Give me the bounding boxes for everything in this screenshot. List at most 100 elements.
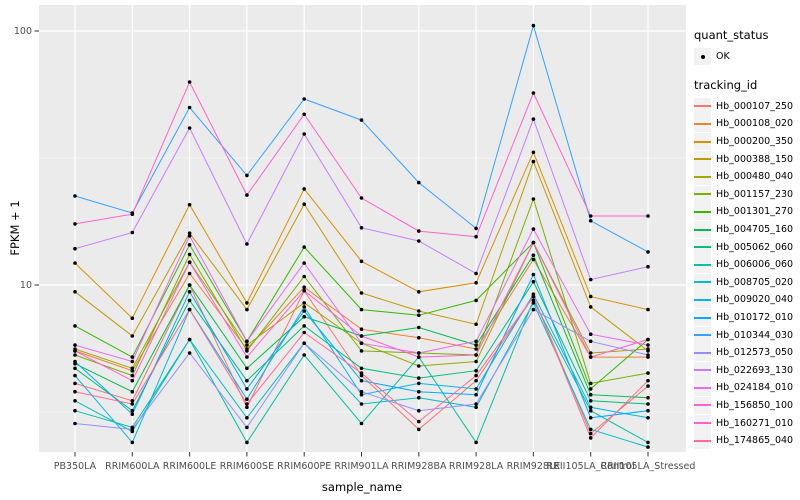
data-point <box>245 343 249 347</box>
data-point <box>302 245 307 249</box>
y-tick-label: 10 <box>20 280 32 291</box>
legend-item: Hb_010172_010 <box>694 309 800 327</box>
data-point <box>531 279 536 284</box>
data-point <box>302 132 307 136</box>
data-point <box>474 271 478 276</box>
data-point <box>588 387 593 391</box>
data-point <box>302 112 307 117</box>
data-point <box>359 341 364 346</box>
data-point <box>474 368 478 373</box>
data-point <box>73 353 77 357</box>
data-point <box>359 291 364 295</box>
data-point <box>646 343 650 347</box>
legend-item: Hb_004705_160 <box>694 221 800 239</box>
data-point <box>646 395 650 400</box>
legend-item-label: Hb_001301_270 <box>716 206 794 218</box>
legend-key-line-icon <box>694 273 711 291</box>
data-point <box>130 334 135 338</box>
data-point <box>588 392 593 397</box>
data-point <box>417 335 421 340</box>
data-point <box>130 378 135 383</box>
legend-key-line-icon <box>694 133 711 151</box>
data-point <box>531 307 536 312</box>
data-point <box>187 307 192 312</box>
legend-item: Hb_024184_010 <box>694 379 800 397</box>
data-point <box>474 353 478 357</box>
data-point <box>302 261 307 265</box>
y-tick-label: 100 <box>14 26 32 37</box>
data-point <box>302 309 307 313</box>
data-point <box>187 105 192 110</box>
x-axis-title: sample_name <box>321 480 403 494</box>
data-point <box>474 281 478 285</box>
data-point <box>646 353 650 357</box>
legend-key-line-icon <box>694 150 711 168</box>
legend-item-label: Hb_012573_050 <box>716 347 794 359</box>
data-point <box>417 408 421 413</box>
data-point <box>417 427 421 432</box>
data-point <box>187 290 192 294</box>
data-point <box>588 219 593 223</box>
legend-item-label: Hb_006006_060 <box>716 259 794 271</box>
data-point <box>187 337 192 342</box>
data-point <box>130 366 135 371</box>
data-point <box>130 230 135 235</box>
legend-item: Hb_000108_020 <box>694 115 800 133</box>
data-point <box>474 359 478 364</box>
data-point <box>531 227 536 231</box>
data-point <box>359 392 364 397</box>
legend-key-line-icon <box>694 414 711 432</box>
data-point <box>474 339 478 344</box>
data-point <box>531 117 536 121</box>
data-point <box>73 399 77 403</box>
legend-key-line-icon <box>694 221 711 239</box>
data-point <box>531 301 536 305</box>
data-point <box>531 91 536 95</box>
data-point <box>73 290 77 294</box>
data-point <box>359 378 364 383</box>
data-point <box>646 378 650 383</box>
legend-key-line-icon <box>694 326 711 344</box>
data-point <box>474 226 478 231</box>
x-tick-label: RRIM928BA <box>391 461 447 472</box>
data-point <box>130 373 135 378</box>
data-point <box>474 234 478 239</box>
data-point <box>73 324 77 328</box>
data-point <box>359 421 364 426</box>
data-point <box>187 80 192 84</box>
data-point <box>588 436 593 440</box>
data-point <box>302 288 307 293</box>
legend-item-ok: OK <box>694 48 800 66</box>
data-point <box>474 298 478 303</box>
data-point <box>187 234 192 238</box>
data-point <box>417 180 421 185</box>
data-point <box>474 392 478 397</box>
data-point <box>73 343 77 347</box>
data-point <box>417 351 421 355</box>
data-point <box>130 399 135 403</box>
data-point <box>187 283 192 287</box>
legend-item: Hb_006006_060 <box>694 256 800 274</box>
data-point <box>359 307 364 312</box>
data-point <box>302 330 307 335</box>
legend-item: Hb_022693_130 <box>694 361 800 380</box>
legend-item-label: Hb_022693_130 <box>716 364 794 376</box>
data-point <box>245 378 249 383</box>
data-point <box>359 373 364 378</box>
data-point <box>245 173 249 178</box>
data-point <box>302 97 307 101</box>
data-point <box>646 402 650 406</box>
data-point <box>531 298 536 303</box>
data-point <box>359 226 364 230</box>
data-point <box>302 187 307 191</box>
data-point <box>245 425 249 430</box>
legend-key-line-icon <box>694 379 711 397</box>
data-point <box>588 427 593 432</box>
legend-item: Hb_000480_040 <box>694 168 800 186</box>
data-point <box>130 427 135 432</box>
data-point <box>302 202 307 206</box>
x-tick-label: RRIM928LA <box>449 461 504 472</box>
data-point <box>73 349 77 353</box>
legend-item-label: Hb_156850_100 <box>716 399 794 411</box>
data-point <box>302 274 307 279</box>
